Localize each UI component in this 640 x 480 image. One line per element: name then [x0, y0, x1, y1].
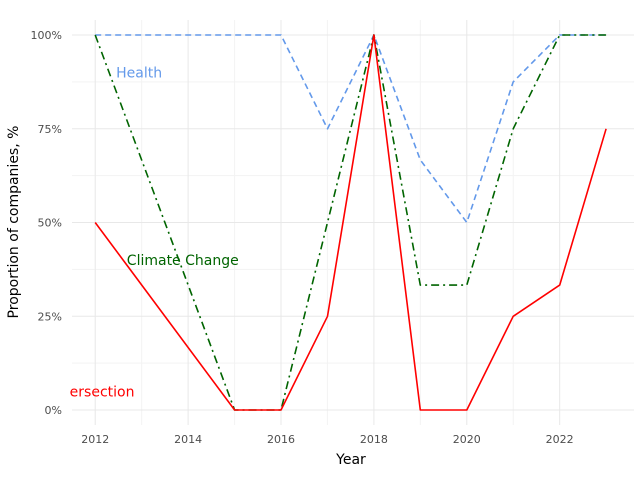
- series-line-ersection: [94, 34, 607, 411]
- x-tick-label: 2020: [453, 433, 481, 446]
- y-tick-label: 50%: [38, 217, 62, 230]
- y-tick-label: 100%: [31, 29, 62, 42]
- y-axis-title: Proportion of companies, %: [6, 126, 22, 319]
- x-tick-label: 2018: [360, 433, 388, 446]
- y-tick-label: 0%: [45, 404, 62, 417]
- y-tick-label: 75%: [38, 123, 62, 136]
- series-lines: [94, 34, 607, 411]
- y-tick-labels: 0% 25% 50% 75% 100%: [31, 29, 62, 417]
- series-annotations: Health Climate Change ersection: [70, 66, 239, 401]
- annotation-health: Health: [116, 66, 162, 82]
- x-tick-labels: 2012 2014 2016 2018 2020 2022: [81, 433, 573, 446]
- series-line-health: [95, 34, 607, 224]
- annotation-ersection: ersection: [70, 384, 135, 400]
- x-tick-label: 2022: [546, 433, 574, 446]
- x-tick-label: 2012: [81, 433, 109, 446]
- y-tick-label: 25%: [38, 310, 62, 323]
- x-tick-label: 2016: [267, 433, 295, 446]
- major-gridlines: [72, 20, 634, 425]
- annotation-climate-change: Climate Change: [127, 253, 239, 269]
- x-tick-label: 2014: [174, 433, 202, 446]
- series-line-climate-change: [94, 34, 607, 411]
- x-axis-title: Year: [335, 452, 366, 468]
